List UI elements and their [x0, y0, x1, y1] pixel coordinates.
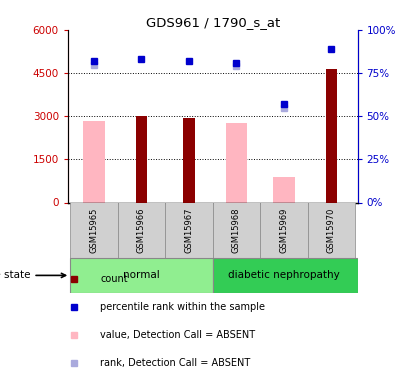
- Text: rank, Detection Call = ABSENT: rank, Detection Call = ABSENT: [100, 358, 250, 368]
- Text: GSM15966: GSM15966: [137, 208, 146, 253]
- Text: count: count: [100, 274, 128, 284]
- Bar: [70, 202, 118, 258]
- Bar: [83, 121, 105, 202]
- Bar: [183, 118, 195, 202]
- Title: GDS961 / 1790_s_at: GDS961 / 1790_s_at: [145, 16, 280, 29]
- Text: GSM15970: GSM15970: [327, 208, 336, 253]
- Text: diabetic nephropathy: diabetic nephropathy: [228, 270, 340, 280]
- Text: GSM15965: GSM15965: [90, 208, 99, 253]
- Bar: [326, 69, 337, 203]
- Text: GSM15969: GSM15969: [279, 208, 289, 253]
- Bar: [136, 116, 148, 202]
- Bar: [308, 202, 355, 258]
- Bar: [273, 177, 295, 203]
- Bar: [213, 258, 358, 292]
- Text: normal: normal: [123, 270, 160, 280]
- Bar: [226, 123, 247, 202]
- Text: disease state: disease state: [0, 270, 65, 280]
- Bar: [118, 202, 165, 258]
- Text: percentile rank within the sample: percentile rank within the sample: [100, 302, 265, 312]
- Bar: [260, 202, 308, 258]
- Text: value, Detection Call = ABSENT: value, Detection Call = ABSENT: [100, 330, 255, 340]
- Bar: [70, 258, 213, 292]
- Bar: [165, 202, 213, 258]
- Text: GSM15967: GSM15967: [185, 208, 194, 253]
- Bar: [213, 202, 260, 258]
- Text: GSM15968: GSM15968: [232, 208, 241, 253]
